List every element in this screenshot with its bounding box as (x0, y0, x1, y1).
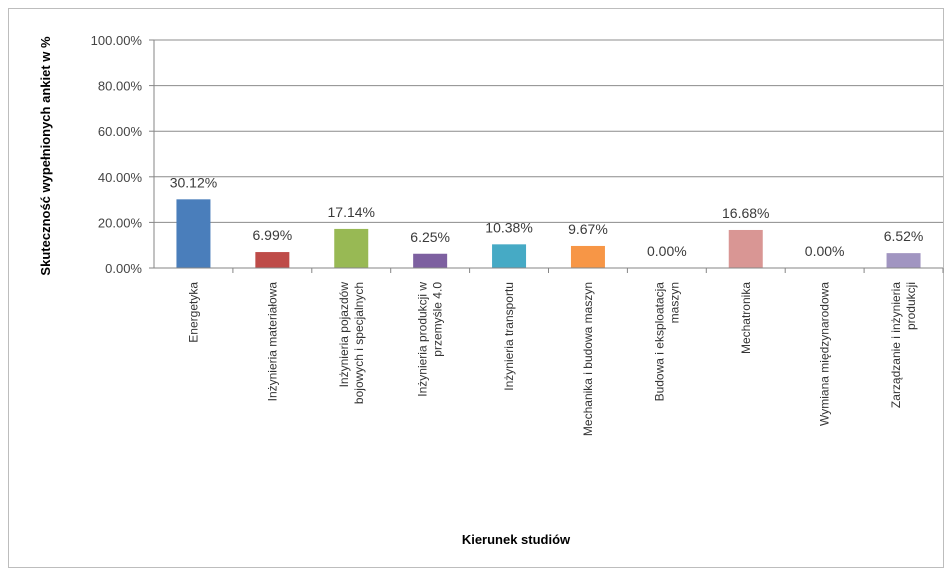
bar (334, 228, 369, 268)
gridlines (154, 39, 943, 223)
data-label: 0.00% (647, 243, 687, 259)
data-label: 30.12% (170, 174, 217, 190)
category-label: Inżynieria transportu (502, 282, 516, 391)
data-label: 6.25% (410, 229, 450, 245)
y-tick-label: 80.00% (98, 79, 143, 94)
category-label: Inżynieria materiałowa (265, 282, 279, 402)
bar (492, 244, 527, 268)
chart-frame (8, 8, 944, 568)
category-labels: Energetyka Inżynieria materiałowa Inżynier… (186, 282, 918, 436)
category-label-line: Zarządzanie i inżynieria (889, 282, 903, 408)
category-label-line: Wymiana międzynarodowa (818, 282, 832, 426)
category-label: Mechatronika (739, 282, 753, 354)
category-label-line: Budowa i eksploatacja (652, 282, 666, 402)
data-label: 16.68% (722, 205, 769, 221)
category-label-line: przemyśle 4.0 (431, 282, 445, 357)
bar (413, 253, 448, 268)
category-label: Budowa i eksploatacja maszyn (652, 282, 681, 402)
y-tick-label: 20.00% (98, 215, 143, 230)
x-axis-title: Kierunek studiów (462, 532, 571, 547)
category-label-line: produkcji (904, 282, 918, 330)
bar (886, 253, 921, 268)
category-label: Mechanika i budowa maszyn (581, 282, 595, 436)
y-axis-title: Skuteczność wypełnionych ankiet w % (38, 36, 53, 276)
y-tick-label: 0.00% (105, 261, 142, 276)
y-tick-label: 100.00% (91, 33, 143, 48)
data-label: 17.14% (328, 204, 375, 220)
category-label-line: Inżynieria pojazdów (337, 282, 351, 388)
data-label: 6.99% (252, 227, 292, 243)
bar (255, 252, 290, 268)
category-label-line: Inżynieria transportu (502, 282, 516, 391)
category-label: Wymiana międzynarodowa (818, 282, 832, 426)
y-tick-label: 40.00% (98, 170, 143, 185)
category-label-line: bojowych i specjalnych (352, 282, 366, 404)
y-tick-label: 60.00% (98, 124, 143, 139)
category-label-line: Inżynieria materiałowa (265, 282, 279, 402)
category-label-line: Mechanika i budowa maszyn (581, 282, 595, 436)
bar (570, 245, 605, 268)
bar (176, 199, 211, 268)
data-label: 9.67% (568, 221, 608, 237)
data-label: 10.38% (485, 219, 532, 235)
category-label-line: maszyn (667, 282, 681, 323)
category-label-line: Mechatronika (739, 282, 753, 354)
category-label: Zarządzanie i inżynieria produkcji (889, 282, 918, 408)
data-labels: 30.12% 6.99% 17.14% 6.25% 10.38% 9.67% 0.00% 16… (170, 174, 924, 259)
category-label: Energetyka (186, 282, 200, 343)
data-label: 0.00% (805, 243, 845, 259)
y-axis-ticks: 0.00% 20.00% 40.00% 60.00% 80.00% 100.00% (91, 33, 154, 276)
category-label: Inżynieria produkcji w przemyśle 4.0 (416, 282, 445, 397)
category-label-line: Inżynieria produkcji w (416, 282, 430, 397)
category-label: Inżynieria pojazdów bojowych i specjalnyc… (337, 282, 366, 404)
category-label-line: Energetyka (186, 282, 200, 343)
bars (176, 199, 944, 273)
data-label: 6.52% (884, 228, 924, 244)
bar (728, 229, 763, 268)
